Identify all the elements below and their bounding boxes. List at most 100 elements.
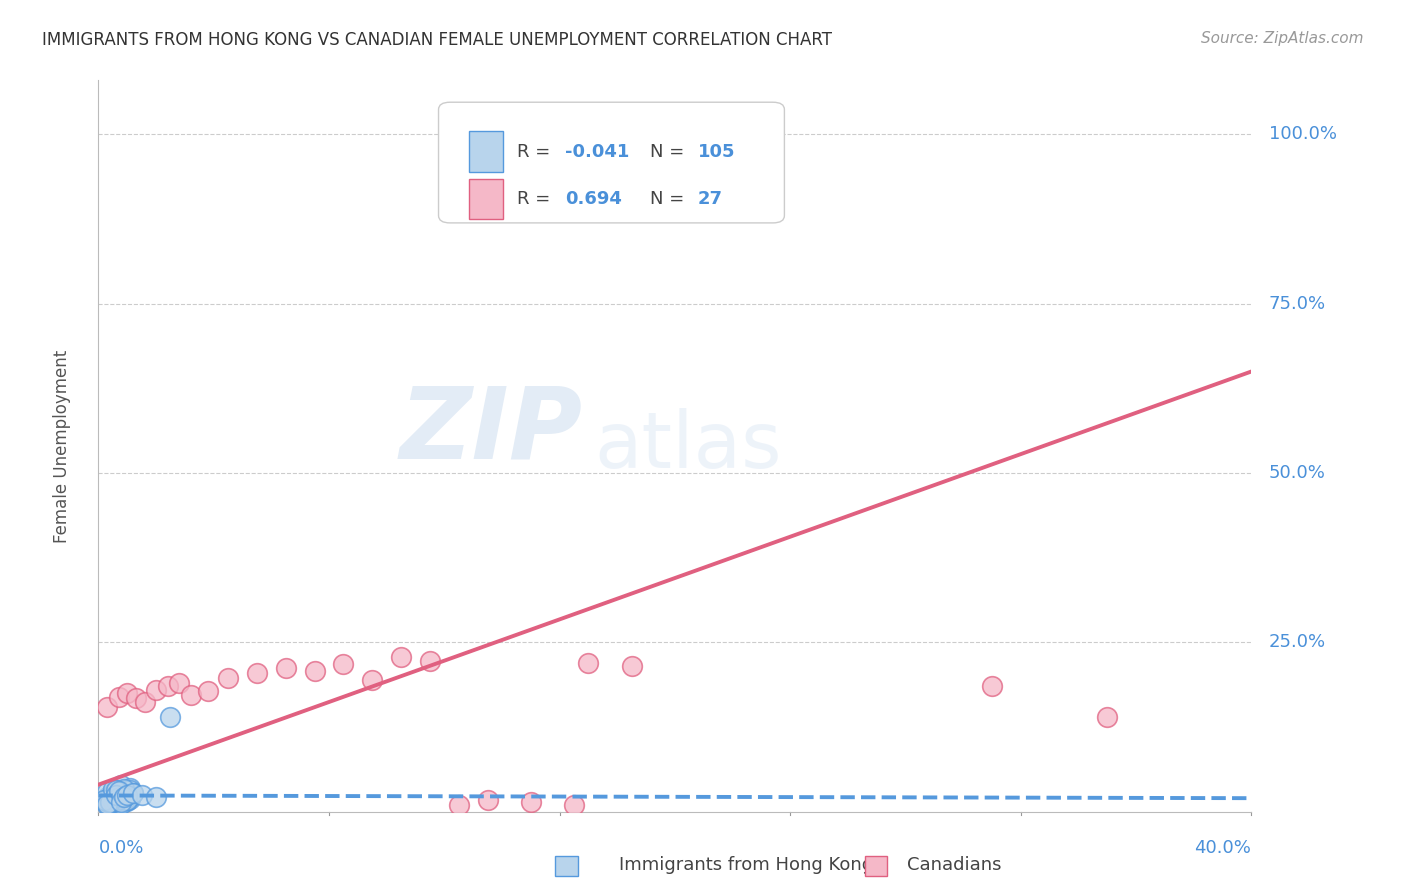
Point xyxy=(117,792,139,806)
Text: 100.0%: 100.0% xyxy=(1268,126,1337,144)
Point xyxy=(96,785,118,799)
Point xyxy=(98,789,121,804)
Point xyxy=(104,792,127,806)
Point xyxy=(120,780,142,795)
Point xyxy=(101,784,124,798)
Point xyxy=(120,789,142,804)
Point xyxy=(159,710,181,724)
Point xyxy=(110,789,132,803)
Point xyxy=(104,788,127,802)
Point xyxy=(101,789,124,804)
Point xyxy=(217,671,239,685)
Point xyxy=(112,789,135,804)
Point xyxy=(197,684,219,698)
Point xyxy=(104,783,127,797)
Point xyxy=(104,790,127,805)
Point xyxy=(117,787,139,801)
Point xyxy=(104,793,127,807)
Point xyxy=(104,788,127,802)
Text: R =: R = xyxy=(517,190,555,208)
Point xyxy=(98,791,121,805)
Point xyxy=(156,680,179,694)
Point xyxy=(447,797,470,812)
Text: Immigrants from Hong Kong: Immigrants from Hong Kong xyxy=(619,856,873,874)
Point xyxy=(107,785,129,799)
Point xyxy=(112,782,135,797)
Point xyxy=(107,789,129,804)
Point xyxy=(107,795,129,809)
Point xyxy=(101,796,124,810)
Point xyxy=(110,795,132,809)
Point xyxy=(96,699,118,714)
FancyBboxPatch shape xyxy=(468,179,503,219)
Point xyxy=(120,787,142,801)
Point xyxy=(107,788,129,802)
Point xyxy=(110,790,132,805)
Point xyxy=(107,786,129,800)
Point xyxy=(101,795,124,809)
Text: N =: N = xyxy=(650,143,689,161)
Point xyxy=(117,786,139,800)
Point xyxy=(981,680,1004,694)
Text: 75.0%: 75.0% xyxy=(1268,294,1326,313)
Point xyxy=(101,782,124,797)
Text: R =: R = xyxy=(517,143,555,161)
Point xyxy=(104,794,127,808)
Text: atlas: atlas xyxy=(595,408,782,484)
Point xyxy=(107,796,129,810)
Point xyxy=(101,786,124,800)
Point xyxy=(98,795,121,809)
Point xyxy=(112,793,135,807)
Point xyxy=(110,787,132,801)
Text: Female Unemployment: Female Unemployment xyxy=(52,350,70,542)
Point xyxy=(112,789,135,803)
Point xyxy=(120,792,142,806)
Text: 105: 105 xyxy=(697,143,735,161)
Point xyxy=(120,783,142,797)
Text: 25.0%: 25.0% xyxy=(1268,633,1326,651)
Point xyxy=(110,778,132,792)
Point xyxy=(110,795,132,809)
Point xyxy=(110,787,132,801)
Point xyxy=(110,796,132,810)
Point xyxy=(107,788,129,802)
Point xyxy=(104,784,127,798)
Point xyxy=(110,789,132,804)
Point xyxy=(98,797,121,811)
Point xyxy=(117,789,139,804)
Point xyxy=(96,789,118,804)
Point xyxy=(107,794,129,808)
Point xyxy=(101,792,124,806)
Point xyxy=(98,788,121,802)
Point xyxy=(98,789,121,803)
Point xyxy=(117,794,139,808)
Point xyxy=(104,795,127,809)
Point xyxy=(93,792,115,806)
Point xyxy=(120,789,142,804)
Point xyxy=(104,791,127,805)
Point xyxy=(578,656,600,670)
Point xyxy=(107,690,129,704)
Point xyxy=(562,797,585,812)
Point xyxy=(145,789,167,804)
Point xyxy=(107,793,129,807)
Point xyxy=(98,795,121,809)
Point xyxy=(112,789,135,803)
Text: Source: ZipAtlas.com: Source: ZipAtlas.com xyxy=(1201,31,1364,46)
Point xyxy=(98,796,121,810)
Point xyxy=(101,786,124,800)
Point xyxy=(104,789,127,804)
Point xyxy=(96,797,118,811)
Point xyxy=(110,797,132,811)
FancyBboxPatch shape xyxy=(468,131,503,171)
Point xyxy=(112,786,135,800)
Point xyxy=(361,673,384,687)
Point xyxy=(117,791,139,805)
Point xyxy=(107,790,129,805)
Text: N =: N = xyxy=(650,190,689,208)
Text: Canadians: Canadians xyxy=(907,856,1001,874)
Point xyxy=(101,789,124,804)
Point xyxy=(167,676,190,690)
Point xyxy=(389,650,412,665)
Text: 27: 27 xyxy=(697,190,723,208)
